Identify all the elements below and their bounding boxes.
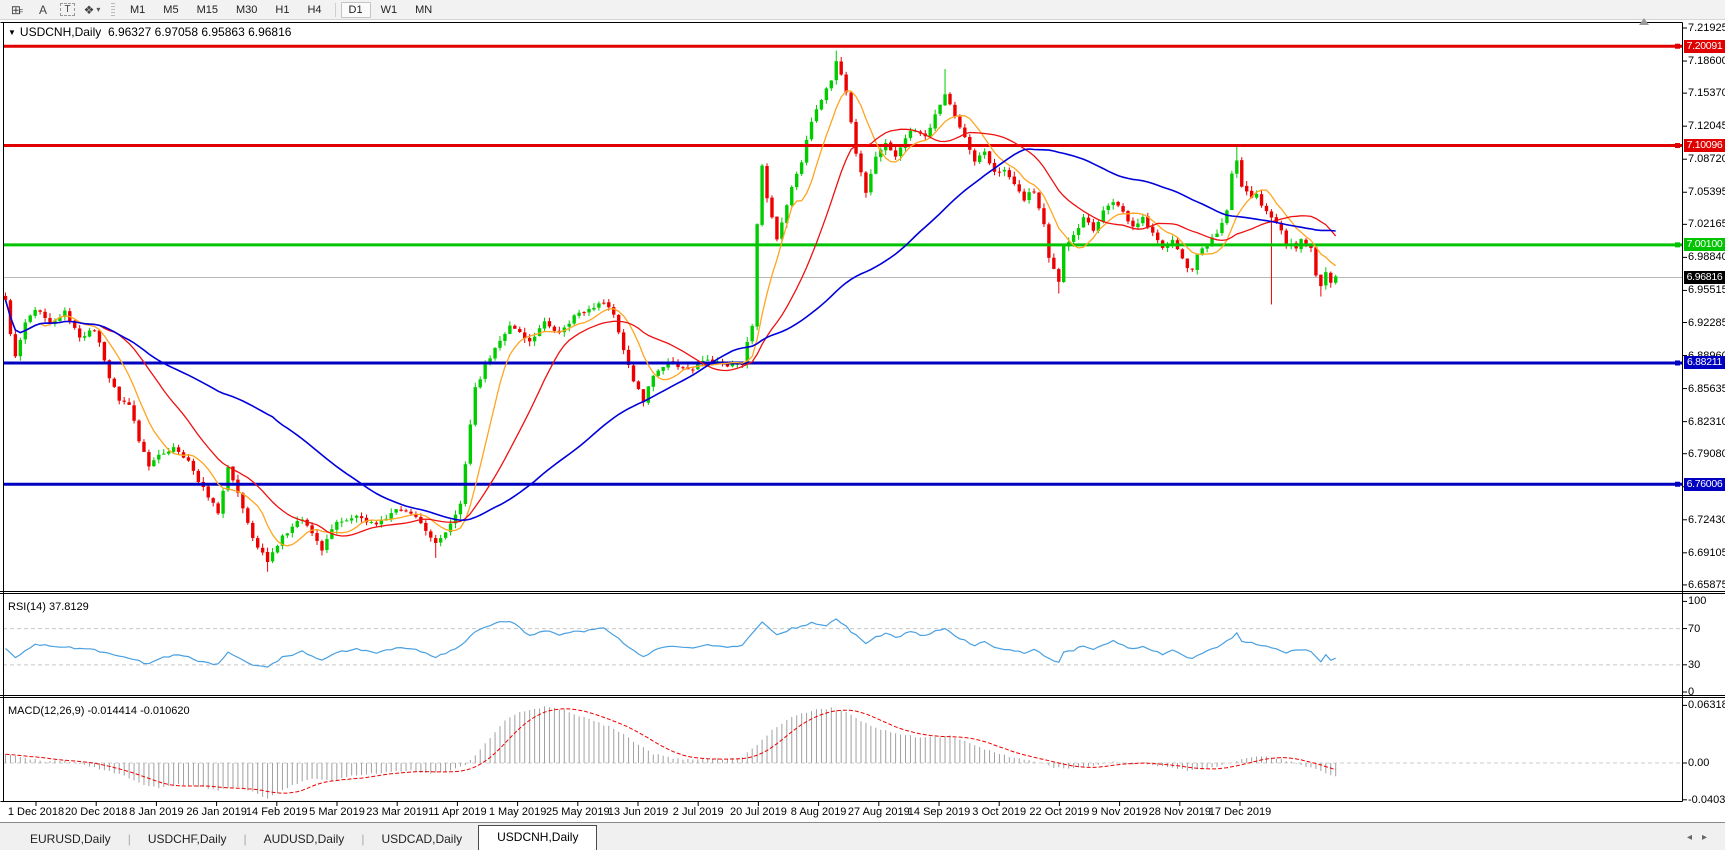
timeframe-button-m30[interactable]: M30 <box>235 3 258 16</box>
date-axis-label: 2 Jul 2019 <box>672 806 724 818</box>
price-level-badge: 6.76006 <box>1684 477 1725 491</box>
rsi-axis-tick: 70 <box>1688 622 1701 635</box>
price-axis-tick: 6.79080 <box>1688 447 1725 460</box>
date-axis-label: 23 Mar 2019 <box>366 806 429 818</box>
price-axis-tick: 6.85635 <box>1688 382 1725 395</box>
date-axis-label: 1 Dec 2018 <box>7 806 65 818</box>
date-axis-label: 26 Jan 2019 <box>186 806 247 818</box>
date-axis-label: 22 Oct 2019 <box>1029 806 1090 818</box>
date-axis-label: 14 Sep 2019 <box>907 806 971 818</box>
price-axis-tick: 7.08720 <box>1688 153 1725 166</box>
chart-tab-bar: EURUSD,Daily | USDCHF,Daily | AUDUSD,Daily | U… <box>0 822 1725 850</box>
price-axis-tick: 7.05395 <box>1688 186 1725 199</box>
macd-axis-tick: -0.040355 <box>1688 793 1725 806</box>
price-axis-tick: 6.82310 <box>1688 415 1725 428</box>
price-axis-tick: 6.92285 <box>1688 316 1725 329</box>
date-axis-label: 14 Feb 2019 <box>245 806 308 818</box>
rsi-label: RSI(14) 37.8129 <box>8 601 89 613</box>
price-level-badge: 7.00100 <box>1684 238 1725 252</box>
tab-scroll-arrows[interactable]: ◂▸ <box>1687 832 1717 843</box>
date-axis-label: 20 Dec 2018 <box>64 806 128 818</box>
timeframe-toolbar: M1 M5 M15 M30 H1 H4 D1 W1 MN <box>121 1 441 18</box>
tab-scroll-right-icon[interactable]: ▸ <box>1701 832 1717 843</box>
date-axis-label: 25 May 2019 <box>545 806 610 818</box>
timeframe-button-d1[interactable]: D1 <box>340 1 371 18</box>
price-axis-tick: 6.95515 <box>1688 284 1725 297</box>
ohlc-values: 6.96327 6.97058 6.95863 6.96816 <box>107 25 292 39</box>
date-axis-label: 27 Aug 2019 <box>847 806 910 818</box>
rsi-axis-tick: 100 <box>1688 595 1707 608</box>
price-axis-tick: 6.98840 <box>1688 251 1725 264</box>
chart-tab-usdcad[interactable]: USDCAD,Daily <box>381 832 463 846</box>
timeframe-button-h1[interactable]: H1 <box>275 3 290 16</box>
tab-separator: | <box>127 832 131 846</box>
timeframe-button-m5[interactable]: M5 <box>163 3 179 16</box>
chart-tab-usdcnh[interactable]: USDCNH,Daily <box>478 825 598 850</box>
toolbar-grip[interactable] <box>111 3 115 16</box>
price-level-badge: 6.88211 <box>1684 356 1725 370</box>
date-axis-label: 8 Jan 2019 <box>129 806 184 818</box>
rsi-axis-tick: 0 <box>1688 686 1695 698</box>
tab-separator: | <box>243 832 247 846</box>
price-axis-tick: 6.69105 <box>1688 546 1725 559</box>
chart-window[interactable]: 7.21925 7.18600 7.15370 7.12045 7.08720 7.053… <box>0 18 1725 822</box>
macd-axis-tick: 0.00 <box>1688 757 1710 769</box>
price-axis-tick: 7.02165 <box>1688 218 1725 231</box>
timeframe-button-m1[interactable]: M1 <box>130 3 146 16</box>
price-axis-tick: 6.65875 <box>1688 578 1725 591</box>
cursor-tool-icon[interactable]: ❖ ▾ <box>83 2 101 17</box>
grid-template-icon[interactable]: ⊞ F <box>10 2 24 17</box>
text-label-tool-icon[interactable]: T <box>60 3 75 16</box>
chart-tab-usdchf[interactable]: USDCHF,Daily <box>147 832 227 846</box>
date-axis-label: 20 Jul 2019 <box>729 806 787 818</box>
macd-label: MACD(12,26,9) -0.014414 -0.010620 <box>8 705 190 717</box>
cursor-dropdown-caret-icon[interactable]: ▾ <box>96 5 101 14</box>
price-level-badge: 7.20091 <box>1684 39 1725 53</box>
current-price-badge: 6.96816 <box>1684 270 1725 284</box>
font-tool-icon[interactable]: A <box>38 2 47 17</box>
date-axis-label: 11 Apr 2019 <box>428 806 487 818</box>
date-axis-label: 28 Nov 2019 <box>1148 806 1211 818</box>
date-axis-label: 1 May 2019 <box>488 806 547 818</box>
toolbar: ⊞ F A T ❖ ▾ M1 M5 M15 M30 H1 H4 D1 W1 MN <box>0 0 1725 20</box>
toolbar-separator <box>334 2 336 17</box>
date-axis-label: 9 Nov 2019 <box>1091 806 1148 818</box>
timeframe-button-h4[interactable]: H4 <box>307 3 322 16</box>
chart-tab-audusd[interactable]: AUDUSD,Daily <box>263 832 345 846</box>
macd-axis-tick: 0.063184 <box>1688 699 1725 712</box>
price-axis-tick: 7.18600 <box>1688 55 1725 68</box>
date-axis-label: 17 Dec 2019 <box>1208 806 1272 818</box>
price-axis-tick: 7.12045 <box>1688 120 1725 133</box>
tab-separator: | <box>361 832 365 846</box>
chart-canvas[interactable] <box>0 20 1725 822</box>
timeframe-button-mn[interactable]: MN <box>415 3 433 16</box>
date-axis-label: 5 Mar 2019 <box>309 806 365 818</box>
chart-title: ▼ USDCNH,Daily 6.96327 6.97058 6.95863 6.… <box>8 25 291 39</box>
date-axis-label: 3 Oct 2019 <box>972 806 1027 818</box>
collapse-arrow-icon[interactable]: ▼ <box>8 28 16 37</box>
rsi-axis-tick: 30 <box>1688 658 1701 671</box>
price-axis-tick: 7.21925 <box>1688 22 1725 34</box>
price-axis-tick: 6.72430 <box>1688 513 1725 526</box>
date-axis-label: 8 Aug 2019 <box>790 806 847 818</box>
price-level-badge: 7.10096 <box>1684 139 1725 153</box>
price-axis-tick: 7.15370 <box>1688 87 1725 100</box>
date-axis-label: 13 Jun 2019 <box>607 806 669 818</box>
chart-tab-eurusd[interactable]: EURUSD,Daily <box>30 832 111 846</box>
timeframe-button-m15[interactable]: M15 <box>196 3 218 16</box>
chart-shift-marker-icon <box>1639 18 1649 25</box>
tab-scroll-left-icon[interactable]: ◂ <box>1686 832 1702 843</box>
timeframe-button-w1[interactable]: W1 <box>380 3 398 16</box>
symbol-label: USDCNH,Daily <box>19 25 102 39</box>
